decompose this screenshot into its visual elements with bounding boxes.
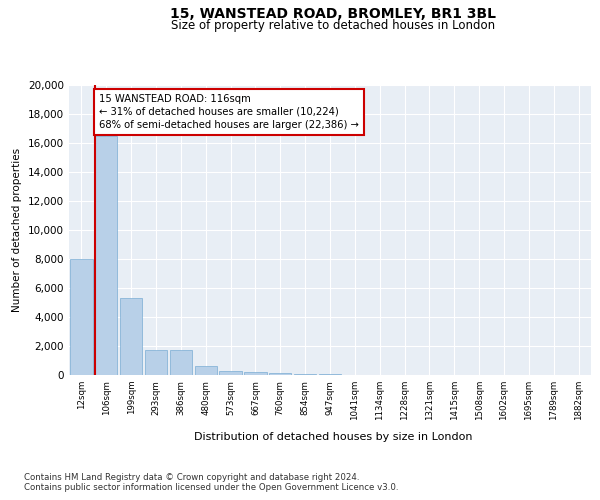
Bar	[95, 136, 118, 375]
Bar	[220, 370, 242, 375]
Text: 15 WANSTEAD ROAD: 116sqm
← 31% of detached houses are smaller (10,224)
68% of se: 15 WANSTEAD ROAD: 116sqm ← 31% of detach…	[99, 94, 359, 130]
Bar	[170, 350, 192, 375]
Bar	[244, 372, 266, 375]
Bar	[319, 374, 341, 375]
Bar	[294, 374, 316, 375]
Bar	[194, 366, 217, 375]
Text: 15, WANSTEAD ROAD, BROMLEY, BR1 3BL: 15, WANSTEAD ROAD, BROMLEY, BR1 3BL	[170, 8, 496, 22]
Bar	[145, 350, 167, 375]
Y-axis label: Number of detached properties: Number of detached properties	[13, 148, 22, 312]
Text: Contains HM Land Registry data © Crown copyright and database right 2024.
Contai: Contains HM Land Registry data © Crown c…	[24, 472, 398, 492]
Text: Size of property relative to detached houses in London: Size of property relative to detached ho…	[171, 18, 495, 32]
Bar	[269, 373, 292, 375]
Bar	[70, 259, 92, 375]
Text: Distribution of detached houses by size in London: Distribution of detached houses by size …	[194, 432, 472, 442]
Bar	[120, 298, 142, 375]
